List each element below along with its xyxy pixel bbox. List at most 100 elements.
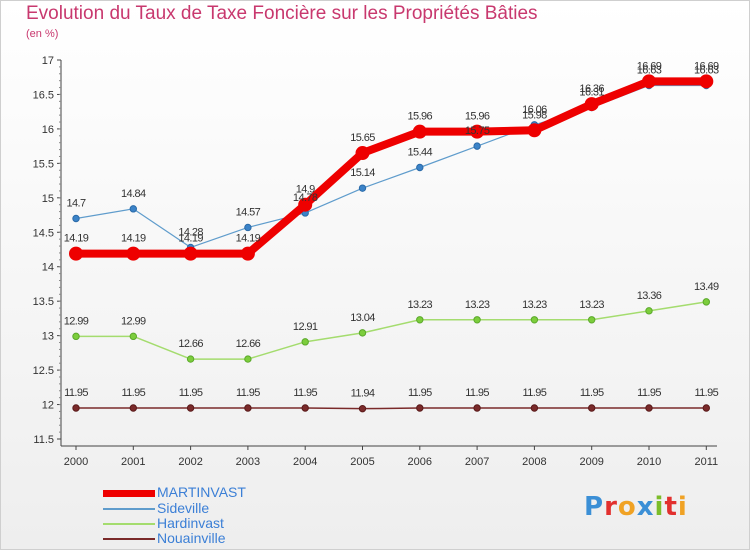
data-label-nouainville: 11.95 bbox=[580, 387, 604, 399]
data-point-hardinvast bbox=[72, 332, 80, 341]
data-point-nouainville bbox=[72, 404, 80, 412]
data-point-martinvast bbox=[699, 74, 714, 89]
y-tick-label: 15 bbox=[42, 193, 54, 205]
legend-label-sideville: Sideville bbox=[157, 500, 210, 516]
logo-letter: r bbox=[604, 492, 618, 522]
chart-title: Evolution du Taux de Taxe Foncière sur l… bbox=[26, 3, 538, 24]
x-tick-label: 2011 bbox=[694, 456, 718, 468]
data-label-martinvast: 14.19 bbox=[236, 233, 261, 245]
y-tick-label: 16.5 bbox=[33, 89, 54, 101]
data-point-martinvast bbox=[183, 246, 198, 261]
y-tick-label: 14 bbox=[42, 262, 54, 274]
x-tick-label: 2005 bbox=[350, 456, 374, 468]
data-point-nouainville bbox=[473, 404, 481, 412]
proxiti-logo: Proxiti bbox=[584, 492, 688, 522]
data-label-hardinvast: 13.36 bbox=[637, 290, 662, 302]
data-point-hardinvast bbox=[645, 307, 653, 315]
data-label-sideville: 14.84 bbox=[121, 188, 146, 200]
data-point-martinvast bbox=[69, 246, 83, 261]
x-tick-label: 2002 bbox=[178, 456, 202, 468]
data-label-sideville: 14.28 bbox=[178, 226, 203, 238]
legend-label-nouainville: Nouainville bbox=[157, 530, 226, 546]
data-point-martinvast bbox=[642, 74, 656, 89]
y-tick-label: 15.5 bbox=[33, 158, 54, 170]
data-point-sideville bbox=[473, 142, 481, 150]
data-point-nouainville bbox=[702, 404, 710, 412]
x-tick-label: 2003 bbox=[236, 456, 260, 468]
data-label-nouainville: 11.95 bbox=[179, 387, 203, 399]
legend-label-hardinvast: Hardinvast bbox=[157, 515, 224, 531]
data-label-martinvast: 14.19 bbox=[121, 233, 146, 245]
data-point-martinvast bbox=[355, 146, 370, 161]
data-point-martinvast bbox=[412, 124, 427, 139]
logo-letter: i bbox=[677, 492, 688, 522]
data-label-nouainville: 11.95 bbox=[637, 387, 661, 399]
data-label-nouainville: 11.95 bbox=[121, 387, 145, 399]
data-point-sideville bbox=[244, 223, 252, 232]
legend-label-martinvast: MARTINVAST bbox=[157, 484, 246, 500]
x-tick-label: 2007 bbox=[465, 456, 489, 468]
data-point-nouainville bbox=[416, 404, 424, 412]
series-line-sideville bbox=[75, 84, 707, 249]
data-label-hardinvast: 13.23 bbox=[408, 299, 433, 311]
data-label-sideville: 16.06 bbox=[522, 104, 547, 116]
data-point-nouainville bbox=[301, 404, 309, 412]
data-label-sideville: 14.57 bbox=[236, 206, 261, 218]
data-point-hardinvast bbox=[186, 355, 195, 363]
x-tick-label: 2008 bbox=[522, 456, 546, 468]
logo-letter: o bbox=[617, 492, 637, 522]
data-label-hardinvast: 12.66 bbox=[178, 338, 203, 350]
data-label-sideville: 14.78 bbox=[293, 192, 318, 204]
legend-swatch-hardinvast bbox=[103, 523, 155, 526]
legend-item-hardinvast: Hardinvast bbox=[103, 515, 224, 531]
x-tick-label: 2001 bbox=[121, 456, 145, 468]
series-line-nouainville bbox=[76, 407, 707, 410]
y-tick-label: 12 bbox=[42, 400, 54, 412]
legend-item-nouainville: Nouainville bbox=[103, 530, 225, 546]
data-point-nouainville bbox=[645, 404, 653, 412]
x-tick-label: 2004 bbox=[293, 456, 317, 468]
data-label-nouainville: 11.95 bbox=[694, 387, 718, 399]
legend-item-sideville: Sideville bbox=[103, 500, 209, 516]
data-point-martinvast bbox=[527, 123, 542, 138]
legend-swatch-nouainville bbox=[103, 538, 155, 541]
legend-swatch-sideville bbox=[103, 508, 155, 511]
data-label-martinvast: 15.98 bbox=[522, 109, 547, 121]
data-point-hardinvast bbox=[358, 329, 367, 337]
data-label-martinvast: 14.19 bbox=[64, 233, 89, 245]
y-tick-label: 14.5 bbox=[33, 227, 54, 239]
data-point-nouainville bbox=[186, 404, 195, 412]
x-tick-label: 2009 bbox=[579, 456, 603, 468]
data-point-martinvast bbox=[240, 246, 255, 261]
logo-letter: P bbox=[584, 492, 605, 522]
data-label-martinvast: 16.69 bbox=[694, 60, 719, 72]
data-label-nouainville: 11.95 bbox=[408, 387, 432, 399]
data-point-martinvast bbox=[298, 197, 313, 212]
data-point-nouainville bbox=[358, 404, 367, 413]
data-label-hardinvast: 12.66 bbox=[236, 338, 261, 350]
data-label-martinvast: 15.96 bbox=[465, 111, 490, 123]
legend-swatch-martinvast bbox=[103, 489, 155, 497]
y-tick-label: 17 bbox=[42, 55, 54, 67]
data-label-hardinvast: 12.91 bbox=[293, 321, 318, 333]
data-label-hardinvast: 13.23 bbox=[465, 299, 490, 311]
data-label-hardinvast: 13.04 bbox=[350, 312, 375, 324]
logo-letter: i bbox=[654, 492, 665, 522]
data-label-hardinvast: 13.23 bbox=[579, 299, 604, 311]
data-label-sideville: 16.63 bbox=[637, 64, 662, 76]
y-tick-label: 16 bbox=[42, 124, 54, 136]
data-label-sideville: 14.7 bbox=[66, 197, 85, 209]
data-label-hardinvast: 12.99 bbox=[64, 315, 89, 327]
data-label-nouainville: 11.94 bbox=[351, 388, 375, 400]
data-label-hardinvast: 13.23 bbox=[522, 299, 547, 311]
data-point-sideville bbox=[129, 205, 138, 213]
data-label-hardinvast: 13.49 bbox=[694, 281, 719, 293]
data-label-sideville: 16.31 bbox=[579, 87, 604, 99]
logo-letter: x bbox=[636, 492, 655, 522]
data-label-martinvast: 14.19 bbox=[178, 233, 203, 245]
x-tick-label: 2000 bbox=[64, 456, 88, 468]
y-tick-label: 12.5 bbox=[33, 365, 54, 377]
y-tick-label: 13.5 bbox=[33, 296, 54, 308]
data-label-nouainville: 11.95 bbox=[236, 387, 260, 399]
